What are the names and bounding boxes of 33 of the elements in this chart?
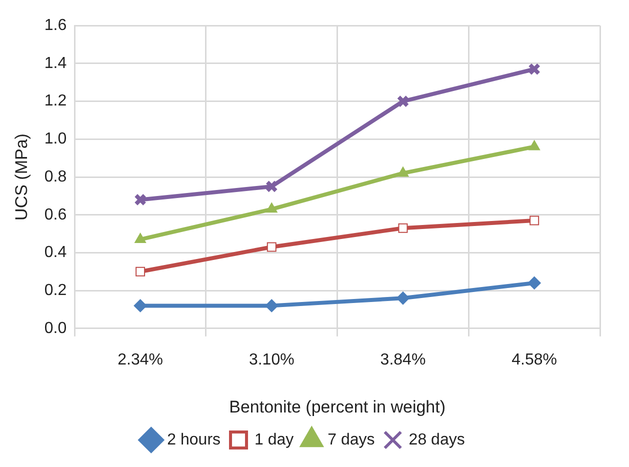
y-tick-label: 1.6 [44,17,67,34]
point [265,180,278,193]
y-tick-label: 0.6 [44,206,67,224]
y-axis-title: UCS (MPa) [12,134,31,220]
point [528,276,541,290]
y-tick-label: 0.4 [44,244,67,262]
legend-label: 1 day [254,431,294,448]
point [397,166,409,177]
y-tick-label: 0.0 [44,320,67,337]
y-tick-label: 1.4 [44,54,67,72]
point [396,292,410,305]
y-tick-label: 1.2 [44,92,67,110]
x-tick-label: 3.84% [380,351,426,368]
point [134,299,147,312]
y-tick-label: 1.0 [44,130,67,148]
legend-label: 7 days [328,431,375,448]
point [396,95,410,108]
point [136,266,146,276]
y-tick-label: 0.8 [44,168,67,186]
y-tick-label: 0.2 [44,282,67,299]
legend-label: 2 hours [167,431,221,448]
point [266,202,278,213]
point [265,299,278,312]
x-axis-title: Bentonite (percent in weight) [229,397,446,416]
legend-label: 28 days [408,431,465,448]
point [528,140,540,150]
point [398,223,408,233]
point [266,242,276,252]
x-tick-label: 2.34% [118,351,163,368]
point [134,232,146,243]
point [530,216,540,226]
x-tick-label: 4.58% [512,351,558,368]
x-tick-label: 3.10% [248,351,294,368]
